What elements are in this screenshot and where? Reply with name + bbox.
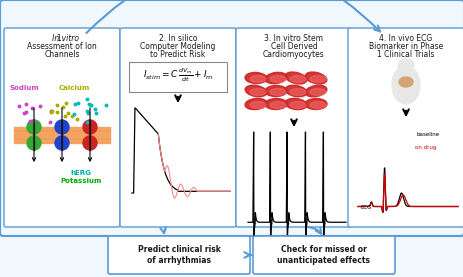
Text: hERG: hERG <box>70 170 91 176</box>
Ellipse shape <box>309 88 325 96</box>
FancyArrowPatch shape <box>160 227 165 233</box>
Text: Cardiomyocytes: Cardiomyocytes <box>263 50 324 59</box>
Text: Predict clinical risk
of arrhythmias: Predict clinical risk of arrhythmias <box>137 245 220 265</box>
Ellipse shape <box>269 101 285 109</box>
Text: Channels: Channels <box>44 50 80 59</box>
Text: 1 Clinical Trials: 1 Clinical Trials <box>376 50 434 59</box>
Ellipse shape <box>391 66 419 104</box>
Ellipse shape <box>284 98 306 110</box>
Text: Computer Modeling: Computer Modeling <box>140 42 215 51</box>
FancyBboxPatch shape <box>347 28 463 227</box>
Text: Check for missed or
unanticipated effects: Check for missed or unanticipated effect… <box>277 245 369 265</box>
FancyBboxPatch shape <box>120 28 236 227</box>
Text: Potassium: Potassium <box>60 178 101 184</box>
FancyBboxPatch shape <box>252 236 394 274</box>
Ellipse shape <box>27 120 41 134</box>
Text: on drug: on drug <box>414 145 436 150</box>
Ellipse shape <box>27 136 41 150</box>
Ellipse shape <box>398 77 412 87</box>
Ellipse shape <box>250 76 265 83</box>
Ellipse shape <box>250 88 265 96</box>
Ellipse shape <box>244 73 266 84</box>
Ellipse shape <box>55 120 69 134</box>
Ellipse shape <box>397 59 413 71</box>
Ellipse shape <box>309 76 325 83</box>
FancyBboxPatch shape <box>236 28 351 227</box>
Ellipse shape <box>83 136 97 150</box>
Ellipse shape <box>305 85 326 97</box>
Ellipse shape <box>269 76 285 83</box>
Text: In vitro: In vitro <box>45 34 79 43</box>
Ellipse shape <box>285 72 306 84</box>
Ellipse shape <box>289 88 305 96</box>
Ellipse shape <box>269 88 285 96</box>
Ellipse shape <box>264 99 287 109</box>
FancyBboxPatch shape <box>108 236 250 274</box>
Ellipse shape <box>309 101 325 109</box>
Ellipse shape <box>289 76 305 83</box>
Bar <box>14 127 110 143</box>
Text: ECG: ECG <box>360 205 371 210</box>
Ellipse shape <box>264 72 286 84</box>
Ellipse shape <box>244 98 266 110</box>
FancyArrowPatch shape <box>307 227 320 234</box>
Ellipse shape <box>305 72 326 84</box>
Text: Biomarker in Phase: Biomarker in Phase <box>368 42 442 51</box>
Ellipse shape <box>250 101 265 109</box>
Ellipse shape <box>264 86 287 96</box>
Text: Cell Derived: Cell Derived <box>270 42 317 51</box>
Text: to Predict Risk: to Predict Risk <box>150 50 205 59</box>
FancyArrowPatch shape <box>86 0 379 33</box>
Text: 4. In vivo ECG: 4. In vivo ECG <box>379 34 432 43</box>
Ellipse shape <box>244 85 266 97</box>
Text: baseline: baseline <box>415 132 438 137</box>
FancyBboxPatch shape <box>129 62 226 92</box>
FancyBboxPatch shape <box>4 28 120 227</box>
Ellipse shape <box>304 99 326 109</box>
Text: Calcium: Calcium <box>58 85 89 91</box>
Text: Sodium: Sodium <box>9 85 39 91</box>
Ellipse shape <box>55 136 69 150</box>
FancyBboxPatch shape <box>0 0 463 236</box>
Ellipse shape <box>83 120 97 134</box>
Text: 1.: 1. <box>57 34 67 43</box>
Ellipse shape <box>285 85 306 97</box>
Text: Assessment of Ion: Assessment of Ion <box>27 42 97 51</box>
Text: $I_{stim} = C\,\frac{dV_m}{dt} + I_m$: $I_{stim} = C\,\frac{dV_m}{dt} + I_m$ <box>142 66 213 84</box>
Text: 3. In vitro Stem: 3. In vitro Stem <box>264 34 323 43</box>
Ellipse shape <box>289 101 305 109</box>
Text: 2. In silico: 2. In silico <box>158 34 197 43</box>
